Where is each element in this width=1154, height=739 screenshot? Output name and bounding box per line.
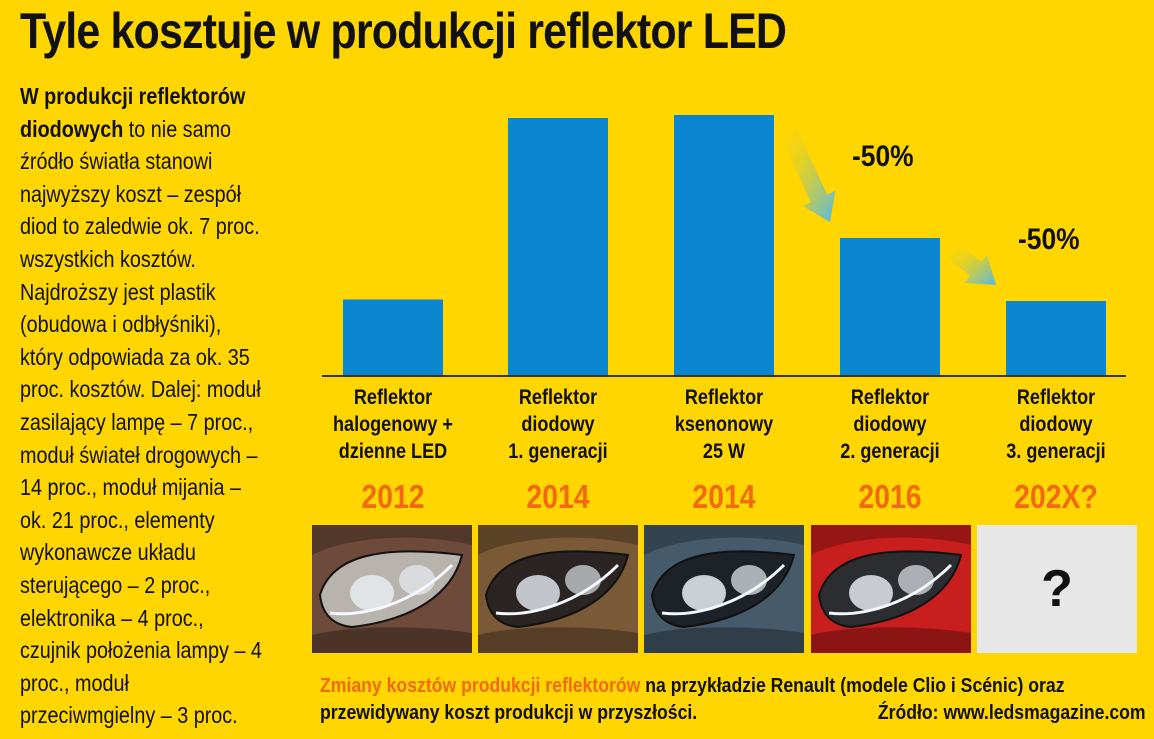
year-label-2: 2014 (526, 478, 590, 515)
reduction-arrow-2 (946, 243, 996, 285)
caption-highlight: Zmiany kosztów produkcji reflektorów (320, 674, 641, 697)
category-label-line: 25 W (702, 440, 746, 463)
caption-text-1: na przykładzie Renault (modele Clio i Sc… (640, 674, 1065, 697)
unknown-headlight-placeholder: ? (977, 525, 1137, 653)
year-label-1: 2012 (361, 478, 425, 515)
category-label-line: diodowy (853, 413, 927, 436)
reduction-label-1: -50% (852, 140, 914, 173)
category-label-line: 3. generacji (1006, 440, 1106, 463)
caption-text-2: przewidywany koszt produkcji w przyszłoś… (320, 701, 698, 724)
reduction-arrow-1 (777, 123, 836, 222)
category-label-line: 2. generacji (840, 440, 940, 463)
bar-5 (1006, 301, 1106, 376)
category-label-line: ksenonowy (674, 413, 774, 436)
category-label-line: diodowy (1019, 413, 1093, 436)
category-label-line: diodowy (521, 413, 595, 436)
category-label-line: dzienne LED (338, 440, 448, 463)
headlight-photo (312, 525, 472, 653)
headlight-photo (644, 525, 804, 653)
reduction-label-2: -50% (1018, 223, 1080, 256)
bar-4 (840, 238, 940, 376)
sidebar-text: W produkcji reflektorów diodowych to nie… (20, 80, 269, 732)
question-mark: ? (1041, 560, 1073, 618)
sidebar-bold: W produkcji reflektorów diodowych (20, 83, 246, 142)
headlight-photo (478, 525, 638, 653)
category-label-2: Reflektor diodowy 1. generacji (494, 384, 623, 465)
category-label-1: Reflektor halogenowy + dzienne LED (329, 384, 458, 465)
category-label-5: Reflektor diodowy 3. generacji (992, 384, 1121, 465)
headlight-photo (811, 525, 971, 653)
page-title: Tyle kosztuje w produkcji reflektor LED (20, 3, 787, 59)
bar-1 (343, 299, 443, 376)
category-label-4: Reflektor diodowy 2. generacji (826, 384, 955, 465)
year-label-5: 202X? (1014, 478, 1098, 515)
category-label-line: Reflektor (518, 386, 598, 409)
sidebar-body: to nie samo źródło światła stanowi najwy… (20, 115, 262, 729)
category-label-line: Reflektor (1016, 386, 1096, 409)
caption-source: Źródło: www.ledsmagazine.com (877, 701, 1146, 724)
category-label-line: Reflektor (850, 386, 930, 409)
category-label-line: Reflektor (684, 386, 764, 409)
category-label-line: 1. generacji (508, 440, 608, 463)
category-label-line: Reflektor (353, 386, 433, 409)
year-label-4: 2016 (858, 478, 922, 515)
category-label-3: Reflektor ksenonowy 25 W (660, 384, 789, 465)
category-label-line: halogenowy + (333, 413, 453, 436)
chart-caption: Zmiany kosztów produkcji reflektorów na … (320, 672, 1146, 726)
bar-2 (508, 118, 608, 376)
bar-3 (674, 115, 774, 376)
year-label-3: 2014 (692, 478, 756, 515)
